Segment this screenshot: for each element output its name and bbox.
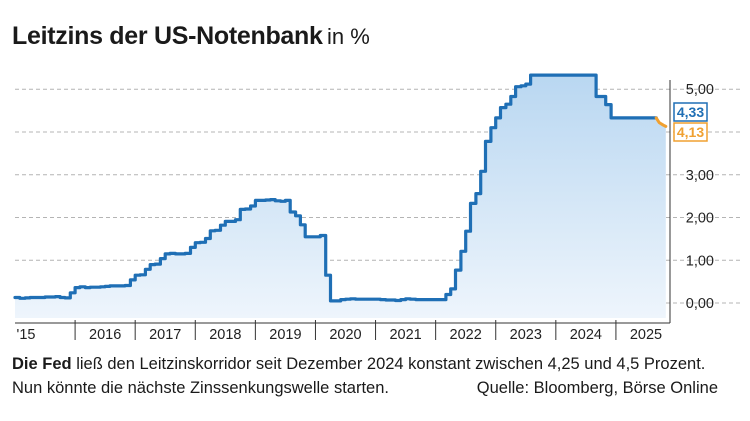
y-tick-label: 1,00 bbox=[686, 253, 714, 269]
x-tick-label: 2018 bbox=[209, 327, 241, 343]
end-labels: 4,33 4,13 bbox=[673, 102, 708, 142]
area-under-curve bbox=[15, 75, 666, 318]
x-tick-label: 2024 bbox=[570, 327, 602, 343]
caption-line-2: Nun könnte die nächste Zinssenkungswelle… bbox=[12, 376, 718, 400]
end-label-4-13-box bbox=[673, 122, 708, 142]
y-tick-label: 3,00 bbox=[686, 168, 714, 184]
y-axis: 0,00 1,00 2,00 3,00 5,00 bbox=[669, 80, 714, 323]
x-axis: '15 2016 2017 2018 2019 2020 2021 2022 2023 2024 2… bbox=[15, 320, 670, 343]
caption-line2-text: Nun könnte die nächste Zinssenkungswelle… bbox=[12, 379, 389, 397]
chart-title: Leitzins der US-Notenbank bbox=[12, 22, 323, 50]
series-line-fed-rate bbox=[13, 73, 658, 303]
y-tick-label: 2,00 bbox=[686, 211, 714, 227]
caption-line1-text: ließ den Leitzinskorridor seit Dezember … bbox=[71, 355, 706, 373]
line-chart: 0,00 1,00 2,00 3,00 5,00 '15 2016 2017 2018 2019… bbox=[13, 73, 742, 343]
x-tick-label: 2019 bbox=[269, 327, 301, 343]
x-tick-label: 2023 bbox=[510, 327, 542, 343]
caption-line-1: Die Fed ließ den Leitzinskorridor seit D… bbox=[12, 352, 718, 376]
source-note: Quelle: Bloomberg, Börse Online bbox=[476, 379, 718, 397]
caption: Die Fed ließ den Leitzinskorridor seit D… bbox=[12, 352, 718, 400]
series-line-forecast bbox=[654, 116, 668, 128]
end-label-4-33-box bbox=[673, 102, 708, 122]
end-label-4-13: 4,13 bbox=[677, 124, 704, 140]
end-label-4-33: 4,33 bbox=[677, 104, 704, 120]
series-lines bbox=[13, 73, 668, 303]
y-tick-label: 5,00 bbox=[686, 82, 714, 98]
x-tick-label: 2016 bbox=[89, 327, 121, 343]
x-tick-label: 2025 bbox=[630, 327, 662, 343]
x-tick-label: 2017 bbox=[149, 327, 181, 343]
caption-lead: Die Fed bbox=[12, 355, 72, 373]
x-tick-label: 2020 bbox=[329, 327, 361, 343]
y-tick-label: 0,00 bbox=[686, 296, 714, 312]
chart-title-row: Leitzins der US-Notenbank in % bbox=[12, 22, 370, 51]
x-tick-label: 2022 bbox=[450, 327, 482, 343]
chart-unit: in % bbox=[327, 24, 370, 49]
x-tick-label: '15 bbox=[17, 327, 36, 343]
x-tick-label: 2021 bbox=[389, 327, 421, 343]
area-fill bbox=[15, 75, 666, 318]
